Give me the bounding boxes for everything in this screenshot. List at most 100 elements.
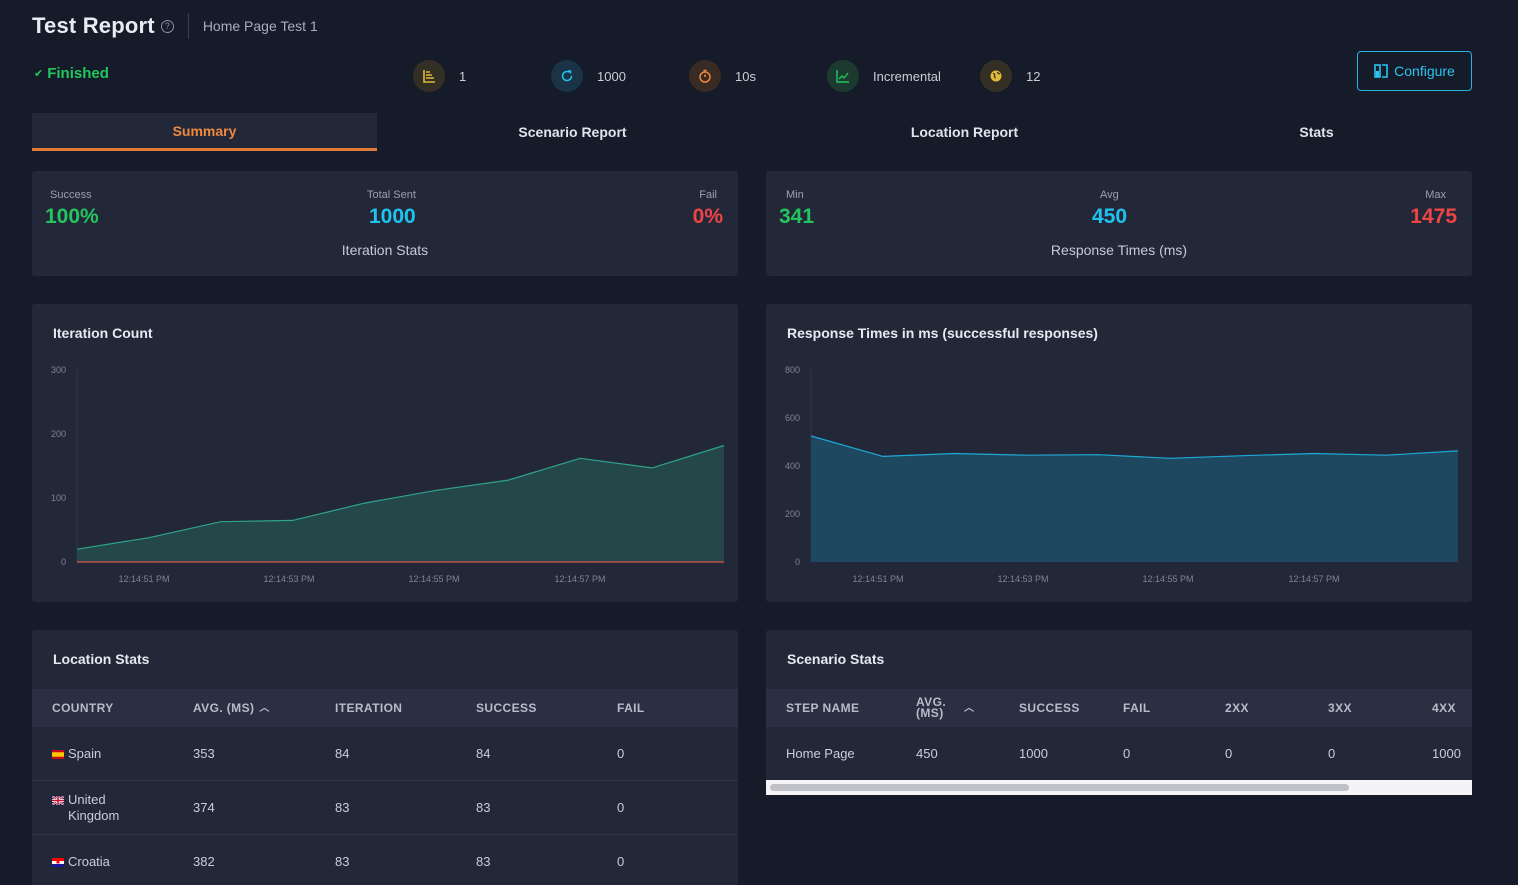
refresh-icon — [551, 60, 583, 92]
sort-asc-icon: ︿ — [964, 702, 975, 714]
col-fail[interactable]: FAIL — [617, 700, 645, 715]
total-sent-value: 1000 — [369, 205, 416, 228]
table-row: Croatia 382 83 83 0 — [32, 835, 738, 885]
scenario-stats-card: Scenario Stats STEP NAME AVG. (MS) ︿ SUCC… — [766, 630, 1472, 780]
success-cell: 83 — [476, 800, 491, 815]
metric-steps-value: 1 — [459, 68, 467, 84]
series-area — [77, 445, 724, 562]
col-country[interactable]: COUNTRY — [52, 700, 114, 715]
table-row: Spain 353 84 84 0 — [32, 727, 738, 781]
iteration-count-card: Iteration Count 0 100 200 300 12:14:51 PM 12:… — [32, 304, 738, 602]
country-cell: Croatia — [52, 835, 110, 885]
y-tick-label: 0 — [795, 557, 800, 567]
tab-summary[interactable]: Summary — [32, 113, 377, 151]
4xx-cell: 1000 — [1432, 746, 1461, 761]
configure-button[interactable]: Configure — [1357, 51, 1472, 91]
col-fail[interactable]: FAIL — [1123, 700, 1151, 715]
col-iteration[interactable]: ITERATION — [335, 700, 403, 715]
success-label: Success — [50, 189, 92, 201]
fail-value: 0% — [692, 205, 723, 228]
y-tick-label: 400 — [785, 461, 800, 471]
min-value: 341 — [779, 205, 815, 228]
help-icon[interactable]: ? — [160, 19, 174, 33]
iteration-stats-caption: Iteration Stats — [341, 242, 429, 258]
col-avg-ms[interactable]: AVG. (MS) ︿ — [916, 689, 974, 727]
total-sent-label: Total Sent — [367, 189, 416, 201]
stopwatch-icon — [689, 60, 721, 92]
3xx-cell: 0 — [1328, 746, 1336, 761]
x-tick-label: 12:14:55 PM — [1142, 574, 1193, 584]
success-cell: 83 — [476, 854, 491, 869]
col-success[interactable]: SUCCESS — [1019, 700, 1080, 715]
step-name-cell: Home Page — [786, 746, 855, 761]
location-stats-title: Location Stats — [53, 651, 150, 667]
avg-cell: 353 — [193, 746, 215, 761]
metric-duration-value: 10s — [735, 68, 756, 84]
iteration-stats-card: Success 100% Total Sent 1000 Fail 0% Ite… — [32, 171, 738, 276]
sort-asc-icon: ︿ — [259, 702, 270, 714]
avg-cell: 450 — [916, 746, 938, 761]
header-divider — [187, 13, 189, 39]
iteration-count-title: Iteration Count — [53, 325, 153, 341]
x-tick-label: 12:14:51 PM — [852, 574, 903, 584]
col-3xx[interactable]: 3XX — [1328, 700, 1352, 715]
x-tick-label: 12:14:55 PM — [408, 574, 459, 584]
response-times-chart: 0 200 400 600 800 12:14:51 PM 12:14:53 PM 12:14… — [785, 365, 1459, 584]
globe-icon — [980, 60, 1012, 92]
col-step-name[interactable]: STEP NAME — [786, 700, 860, 715]
x-tick-label: 12:14:53 PM — [997, 574, 1048, 584]
y-tick-label: 100 — [51, 493, 66, 503]
iteration-cell: 84 — [335, 746, 350, 761]
page-title: Test Report — [32, 13, 155, 38]
success-cell: 1000 — [1019, 746, 1048, 761]
x-tick-label: 12:14:57 PM — [1288, 574, 1339, 584]
scenario-table-scrollbar[interactable] — [766, 780, 1472, 795]
scenario-stats-title: Scenario Stats — [787, 651, 885, 667]
country-name: Croatia — [68, 854, 110, 869]
max-value: 1475 — [1410, 205, 1457, 228]
fail-label: Fail — [699, 189, 717, 201]
y-tick-label: 300 — [51, 365, 66, 375]
fail-cell: 0 — [617, 800, 625, 815]
croatia-flag-icon — [52, 857, 64, 867]
response-times-chart-card: Response Times in ms (successful respons… — [766, 304, 1472, 602]
max-label: Max — [1425, 189, 1446, 201]
scrollbar-thumb[interactable] — [770, 784, 1349, 791]
x-tick-label: 12:14:53 PM — [263, 574, 314, 584]
check-icon: ✔ — [34, 68, 44, 80]
table-row: Home Page 450 1000 0 0 0 1000 — [766, 727, 1472, 781]
response-times-card: Min 341 Avg 450 Max 1475 Response Times … — [766, 171, 1472, 276]
tab-location-report[interactable]: Location Report — [910, 124, 1019, 140]
col-avg-ms-label: AVG. (MS) — [916, 695, 947, 720]
fail-cell: 0 — [617, 746, 625, 761]
uk-flag-icon — [52, 796, 64, 805]
country-name: United Kingdom — [68, 792, 120, 823]
country-name: Spain — [68, 746, 102, 761]
location-stats-header: COUNTRY AVG. (MS) ︿ ITERATION SUCCESS FAI… — [32, 689, 738, 727]
col-2xx[interactable]: 2XX — [1225, 700, 1249, 715]
steps-icon — [413, 60, 445, 92]
success-value: 100% — [45, 205, 99, 228]
location-stats-card: Location Stats COUNTRY AVG. (MS) ︿ ITERAT… — [32, 630, 738, 885]
country-cell: Spain — [52, 727, 101, 781]
iteration-cell: 83 — [335, 854, 350, 869]
series-line — [810, 435, 1459, 459]
status-label: Finished — [47, 65, 109, 82]
tab-stats[interactable]: Stats — [1299, 124, 1334, 140]
iteration-cell: 83 — [335, 800, 350, 815]
col-avg-ms[interactable]: AVG. (MS) ︿ — [193, 689, 270, 727]
iteration-count-chart: 0 100 200 300 12:14:51 PM 12:14:53 PM 12:14:55… — [51, 365, 725, 584]
fail-cell: 0 — [617, 854, 625, 869]
avg-label: Avg — [1100, 189, 1119, 201]
metric-load-type: Incremental — [827, 59, 941, 93]
response-times-caption: Response Times (ms) — [1050, 242, 1188, 258]
col-success[interactable]: SUCCESS — [476, 700, 537, 715]
avg-cell: 374 — [193, 800, 215, 815]
metric-locations: 12 — [980, 59, 1040, 93]
col-4xx[interactable]: 4XX — [1432, 700, 1456, 715]
scenario-stats-header: STEP NAME AVG. (MS) ︿ SUCCESS FAIL 2XX 3X… — [766, 689, 1472, 727]
status-badge: ✔ Finished — [34, 65, 109, 82]
y-tick-label: 200 — [785, 509, 800, 519]
tab-scenario-report[interactable]: Scenario Report — [518, 124, 627, 140]
success-cell: 84 — [476, 746, 491, 761]
